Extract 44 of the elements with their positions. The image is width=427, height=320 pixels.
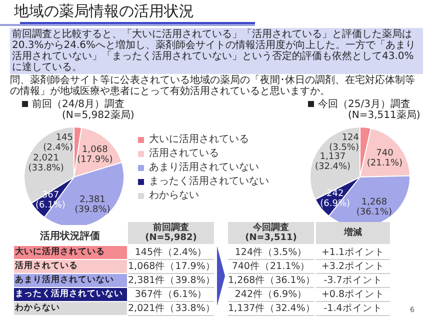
data-label: 1,137件（32.4%） [228,302,316,316]
text: 地域の薬局情報の活用状況 [14,2,194,21]
data-label: 367件（6.1%） [128,288,214,302]
data-label: 1,068 (17.9%) [77,144,113,165]
text: 問、薬剤師会サイト等に公表されている地域の薬局の「夜間･休日の調剤、在宅対応体制等の情報」が地域医療や患者にとって有効活用されていると思いますか。 [10,75,416,97]
data-label: -3.7ポイント [316,274,390,288]
data-label: -1.4ポイント [316,302,390,316]
data-label: 2,021 (33.8%) [28,153,64,174]
data-label: 2,381 (39.8%) [74,195,110,216]
text: 前回調査 (N=5,982) [128,222,214,244]
data-label: 740 (21.1%) [366,148,403,169]
legend-label: あまり活用されていない [149,161,259,175]
data-label: 124 (3.5%) [329,133,360,153]
category-label: 大いに活用されている [14,246,127,259]
data-label: 1,137 (32.4%) [314,152,351,172]
category-label: わからない [14,302,127,315]
text: (N=5,982薬局) [62,109,134,122]
slice-label: 今回（25/3月）調査 [318,98,410,110]
data-label: +3.2ポイント [316,260,390,274]
slice-label: 前回（24/8月）調査 [32,98,124,110]
category-label: まったく活用されていない [14,288,127,301]
text: 増減 [316,222,390,244]
legend-label: まったく活用されていない [149,175,269,189]
data-label: 740件（21.1%） [228,260,314,274]
data-label: 2,021件（33.8%） [128,302,216,316]
text: 前回調査と比較すると、「大いに活用されている」「活用されている」と評価した薬局は20.3%から24.6%へと増加し、薬剤師会サイトの情報活用度が向上した。一方で「あまり活用されていない」「まったく活用されていない」という否定的評価も依然として43.0%に達している。 [10,28,423,74]
data-label: +0.8ポイント [316,288,390,302]
data-label: 2,381件（39.8%） [128,274,216,288]
data-label: 1,068件（17.9%） [128,260,216,274]
data-label: +1.1ポイント [316,246,390,260]
category-label: あまり活用されていない [14,274,127,287]
data-label: 124件（3.5%） [228,246,314,260]
data-label: 1,268件（36.1%） [228,274,316,288]
text: 活用状況評価 [39,230,101,243]
data-label: 145 (2.4%) [43,133,73,153]
text: 今回調査 (N=3,511) [228,222,314,244]
text: (N=3,511薬局) [348,109,420,122]
data-label: 242件（6.9%） [228,288,314,302]
legend-label: 活用されている [149,147,219,161]
legend-label: わからない [149,189,199,203]
legend-label: 大いに活用されている [149,133,249,147]
data-label: 145件（2.4%） [128,246,214,260]
data-label: 1,268 (36.1%) [356,198,392,218]
category-label: 活用されている [14,260,127,273]
